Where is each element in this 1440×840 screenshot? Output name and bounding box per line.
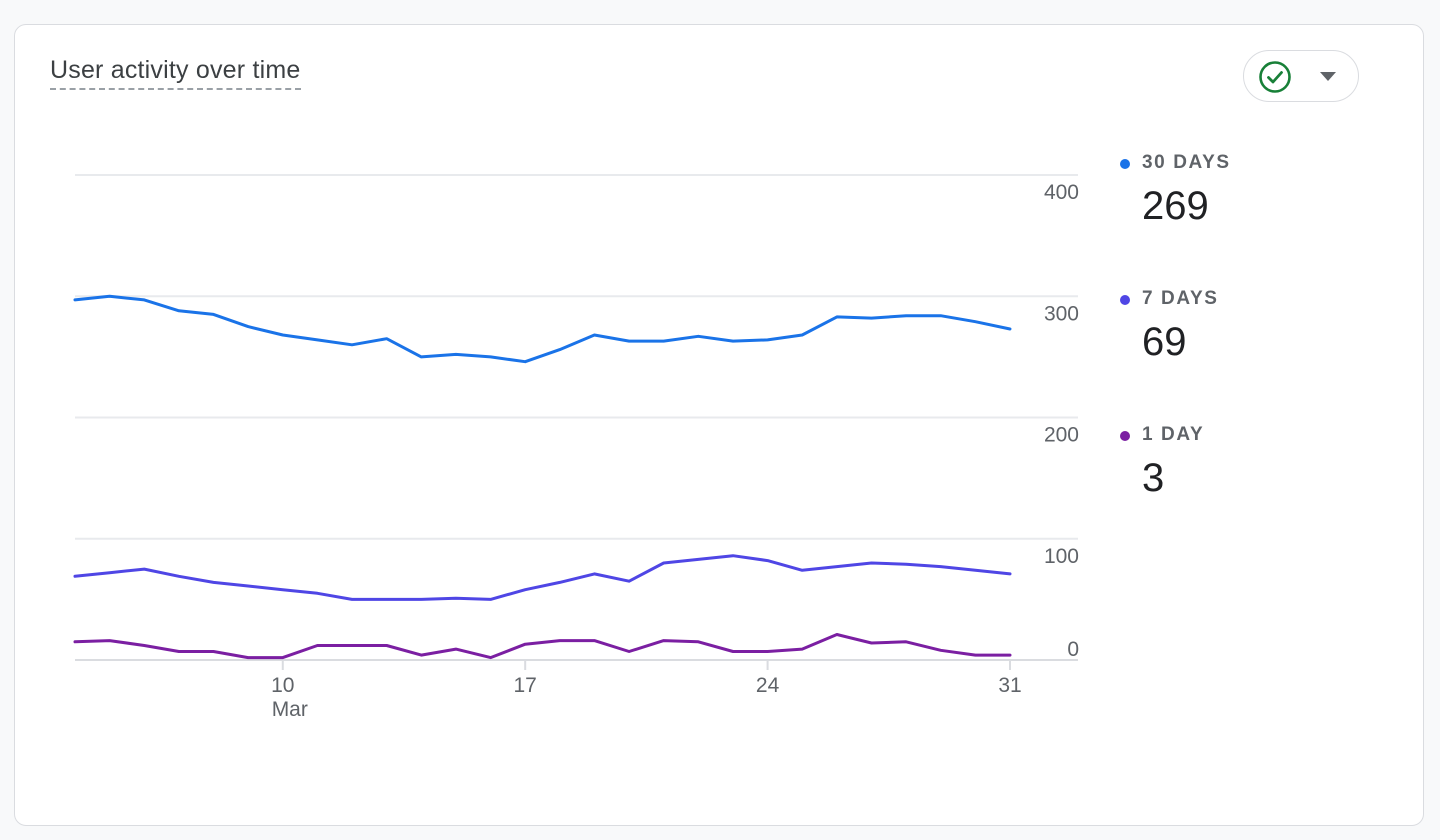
- legend-item-1-day: 1 DAY 3: [1120, 422, 1380, 558]
- chart-series: [73, 294, 1012, 660]
- legend-value-1-day: 3: [1142, 456, 1165, 500]
- x-tick-label-10: 10: [271, 674, 294, 697]
- y-axis-ticks: 0 100 200 300 400: [1044, 181, 1079, 661]
- legend-dot-30-days: [1120, 159, 1130, 169]
- x-tick-label-31: 31: [998, 674, 1021, 697]
- legend-dot-7-days: [1120, 295, 1130, 305]
- legend-label-1-day: 1 DAY: [1142, 424, 1205, 445]
- chart-legend: 30 DAYS 269 7 DAYS 69 1 DAY 3: [1120, 150, 1380, 558]
- chart-grid: [75, 174, 1078, 661]
- legend-value-7-days: 69: [1142, 320, 1187, 364]
- y-tick-label-300: 300: [1044, 302, 1079, 325]
- series-line-1-day[interactable]: [73, 633, 1012, 660]
- status-dropdown-button[interactable]: [1243, 50, 1359, 102]
- y-tick-label-400: 400: [1044, 181, 1079, 204]
- legend-item-7-days: 7 DAYS 69: [1120, 286, 1380, 422]
- series-line-30-days[interactable]: [73, 294, 1012, 364]
- y-tick-label-0: 0: [1067, 638, 1079, 661]
- x-tick-label-17: 17: [514, 674, 537, 697]
- legend-label-7-days: 7 DAYS: [1142, 288, 1219, 309]
- legend-value-30-days: 269: [1142, 184, 1209, 228]
- x-tick-label-24: 24: [756, 674, 780, 697]
- series-line-7-days[interactable]: [73, 554, 1012, 601]
- legend-dot-1-day: [1120, 431, 1130, 441]
- y-tick-label-100: 100: [1044, 545, 1079, 568]
- legend-label-30-days: 30 DAYS: [1142, 152, 1231, 173]
- y-tick-label-200: 200: [1044, 424, 1079, 447]
- caret-down-icon: [1320, 72, 1336, 81]
- x-tick-sublabel-month: Mar: [272, 698, 308, 721]
- card-title[interactable]: User activity over time: [50, 54, 301, 90]
- user-activity-card: [14, 24, 1424, 826]
- check-circle-icon: [1259, 61, 1291, 93]
- legend-item-30-days: 30 DAYS 269: [1120, 150, 1380, 286]
